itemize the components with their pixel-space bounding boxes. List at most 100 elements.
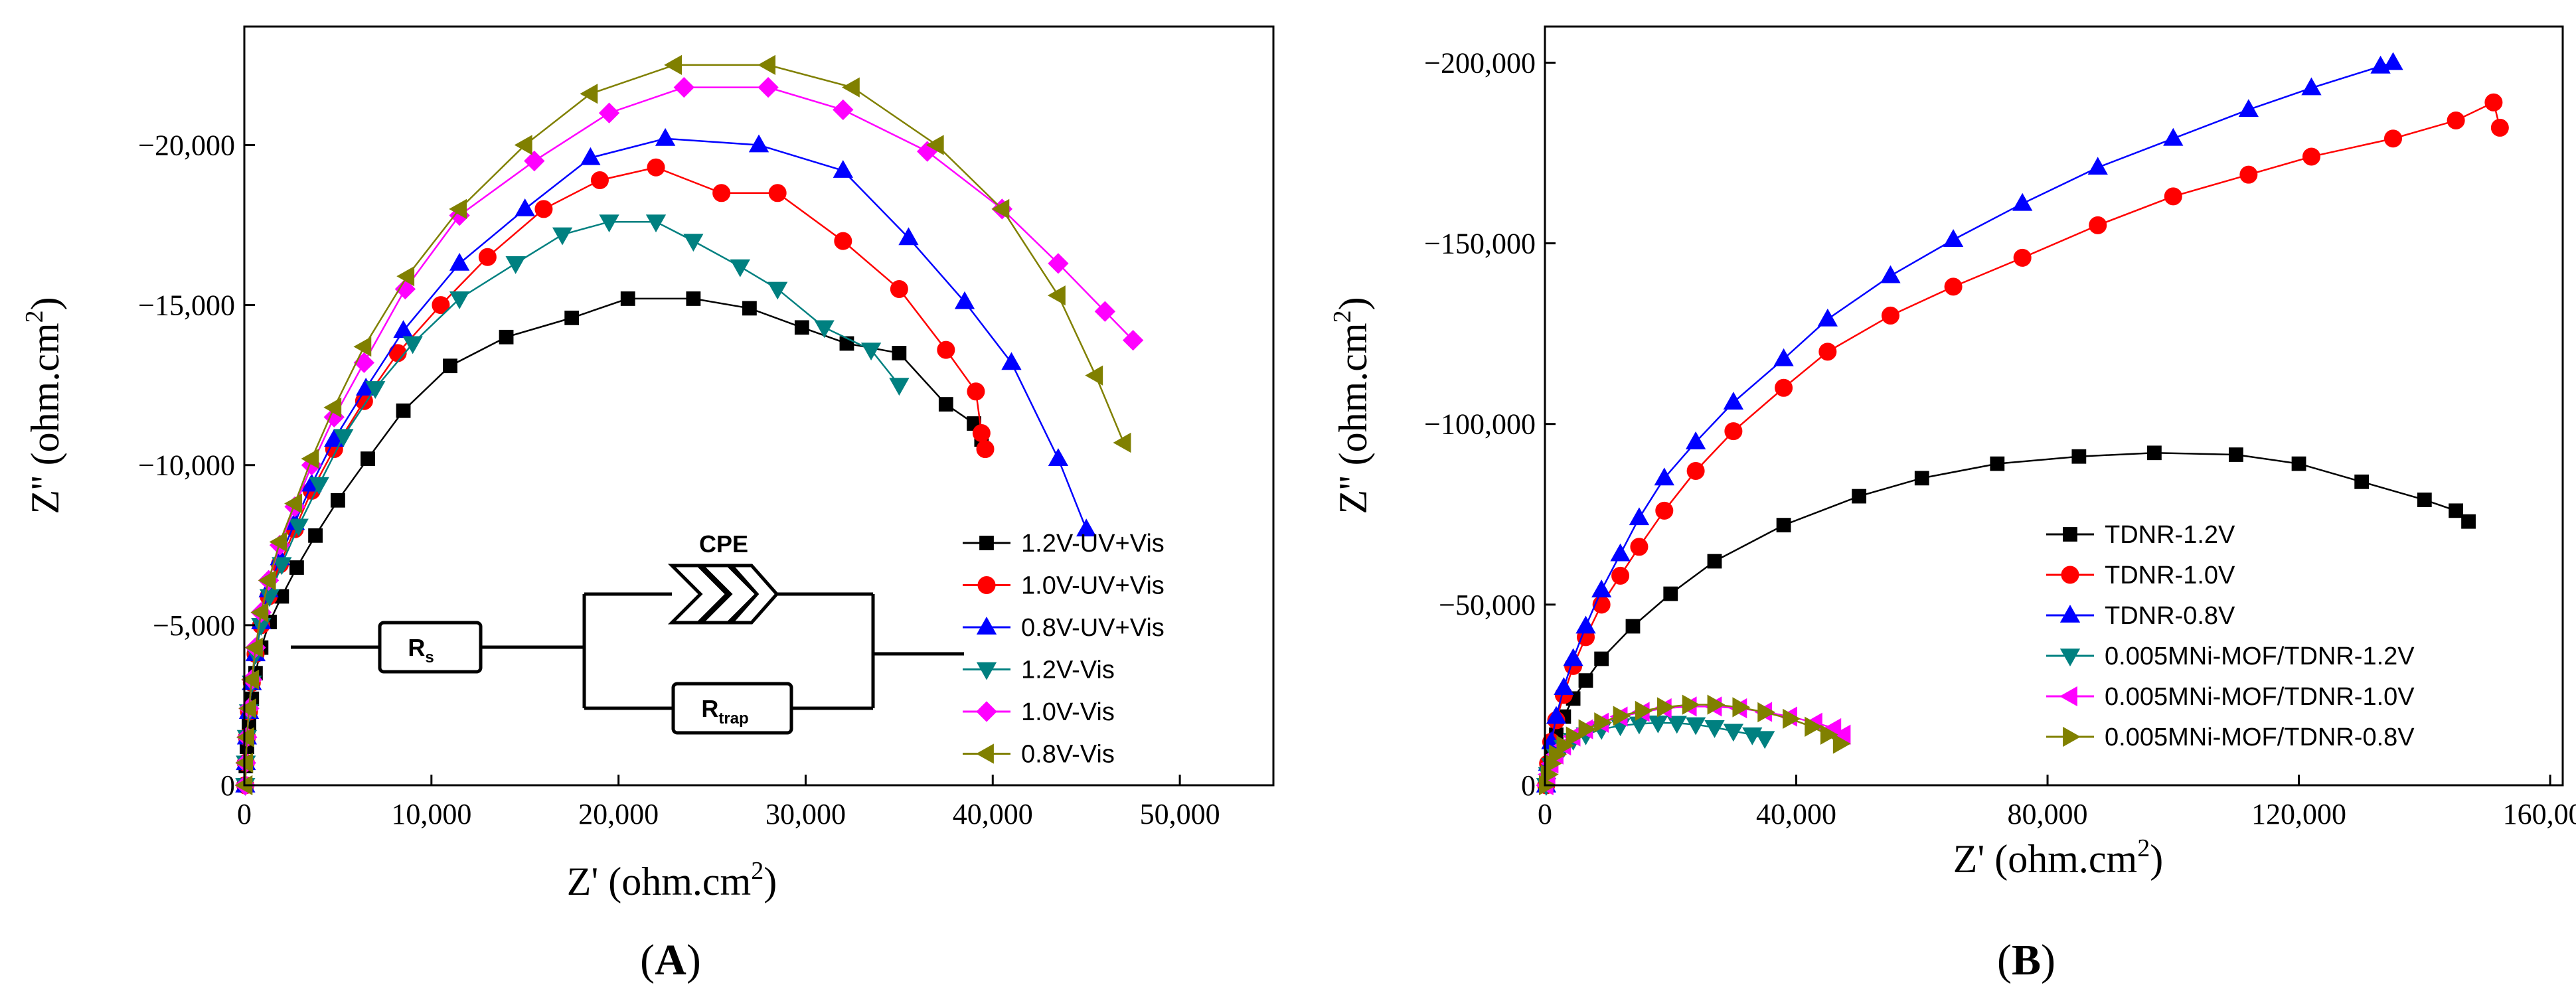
legend-label: 1.0V-UV+Vis [1021,572,1165,600]
data-point [768,184,787,202]
data-point [514,135,532,155]
data-point [2012,192,2033,211]
y-tick-label: 0 [1521,769,1536,802]
series-0 [238,291,989,793]
legend-marker [2059,605,2081,623]
data-point [2301,77,2322,96]
data-point [250,602,269,623]
data-point [2490,118,2509,137]
data-point [2071,449,2087,464]
data-point [794,320,809,335]
data-point [683,234,704,252]
data-point [1575,615,1596,634]
data-point [580,147,601,165]
x-tick-label: 0 [1538,798,1552,830]
data-point [1656,697,1675,718]
legend-marker [976,662,997,680]
data-point [289,560,304,575]
data-point [1914,471,1929,486]
data-point [833,160,853,178]
panel-a-legend: 1.2V-UV+Vis 1.0V-UV+Vis 0.8V-UV+Vis 1.2V-Vi… [963,530,1165,769]
rs-label: Rs [408,634,434,666]
data-point [712,184,731,202]
data-point [1682,694,1700,715]
data-point [2302,147,2320,166]
series-1 [236,158,995,795]
panel-b-label: (B) [1997,936,2055,984]
data-point [1880,265,1901,283]
data-point [890,279,908,298]
data-point [655,127,676,146]
data-point [833,99,854,121]
data-point [331,493,345,508]
panel-b-ticks: 0 40,000 80,000 120,000 160,000 0 −50,000 −100,… [1424,46,2576,830]
data-point [258,570,276,591]
data-point [1820,724,1838,745]
data-point [2163,127,2184,146]
data-point [1943,229,1964,248]
data-point [309,477,329,495]
data-point [2164,187,2182,206]
data-point [272,557,292,575]
data-point [686,291,701,306]
panel-a-y-axis-title: Z'' (ohm.cm2) [21,297,67,514]
y-tick-label: 0 [220,769,235,802]
data-point [1556,735,1575,756]
data-point [1578,719,1597,739]
data-point [396,266,415,287]
data-point [1724,422,1743,441]
data-point [244,637,263,658]
legend-marker [976,617,997,635]
data-point [1048,448,1069,466]
x-tick-label: 30,000 [765,798,846,830]
data-point [1122,329,1144,351]
data-point [599,214,619,233]
data-point [664,54,683,76]
series-5 [1538,694,1851,796]
legend-marker [2059,686,2077,707]
data-point [1723,724,1744,742]
data-point [2089,216,2107,234]
data-point [1625,619,1641,634]
legend-label: 0.8V-Vis [1021,741,1115,769]
y-tick-label: −20,000 [138,129,235,161]
data-point [1655,501,1674,520]
legend-marker [2063,726,2081,747]
data-point [1563,648,1583,666]
data-point [2087,157,2108,175]
series-4 [234,76,1144,796]
rtrap-label: Rtrap [701,695,748,728]
legend-marker [2059,649,2081,666]
data-point [1944,277,1963,296]
data-point [1817,308,1838,327]
data-point [1723,392,1744,410]
panel-b-legend: TDNR-1.2V TDNR-1.0V TDNR-0.8V 0.005MNi-MOF/… [2046,521,2415,751]
data-point [954,291,975,309]
series-2 [1536,52,2403,793]
data-point [1757,702,1776,723]
data-point [1635,700,1653,722]
data-point [767,281,788,300]
panel-b-x-axis-title: Z' (ohm.cm2) [1953,834,2163,881]
data-point [1085,365,1103,386]
data-point [647,158,665,177]
panel-a-plot-frame [243,25,1275,787]
data-point [1666,716,1687,734]
data-point [269,532,287,552]
data-point [834,232,852,250]
data-point [552,227,573,246]
data-point [308,528,323,543]
data-point [449,291,470,309]
data-point [1630,538,1649,556]
data-point [938,397,953,412]
data-point [1755,731,1775,749]
data-point [1818,343,1837,361]
y-tick-label: −150,000 [1424,228,1536,260]
data-point [758,54,775,76]
data-point [2147,445,2162,461]
data-point [2238,99,2259,117]
data-point [2383,52,2403,70]
data-point [333,429,354,447]
series-3 [1536,715,1775,796]
